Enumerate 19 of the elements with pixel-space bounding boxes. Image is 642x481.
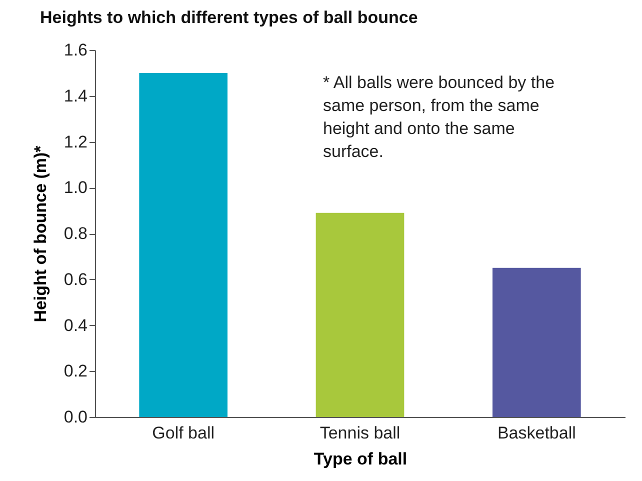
- y-tick-label: 0.6: [64, 270, 88, 289]
- y-tick-label: 1.6: [64, 40, 88, 60]
- y-tick-label: 1.0: [64, 178, 88, 198]
- y-tick-label: 0.4: [64, 316, 88, 335]
- y-axis-title: Height of bounce (m)*: [30, 145, 50, 322]
- x-tick-label: Tennis ball: [320, 424, 400, 442]
- y-tick-label: 0.8: [64, 224, 88, 243]
- x-axis-title: Type of ball: [314, 450, 408, 468]
- bar: [139, 72, 228, 417]
- y-tick-label: 0.2: [64, 362, 88, 381]
- bar: [492, 268, 581, 417]
- x-tick-label: Golf ball: [152, 424, 215, 442]
- annotation: * All balls were bounced by the same person, from the same height and onto the same surface.: [323, 73, 555, 161]
- x-tick-label: Basketball: [497, 424, 576, 442]
- bar: [316, 212, 404, 417]
- y-tick-label: 1.2: [64, 132, 88, 152]
- y-tick-label: 0.0: [64, 408, 88, 426]
- y-tick-label: 1.4: [64, 86, 88, 106]
- chart-title: Heights to which different types of ball bounce: [40, 8, 418, 27]
